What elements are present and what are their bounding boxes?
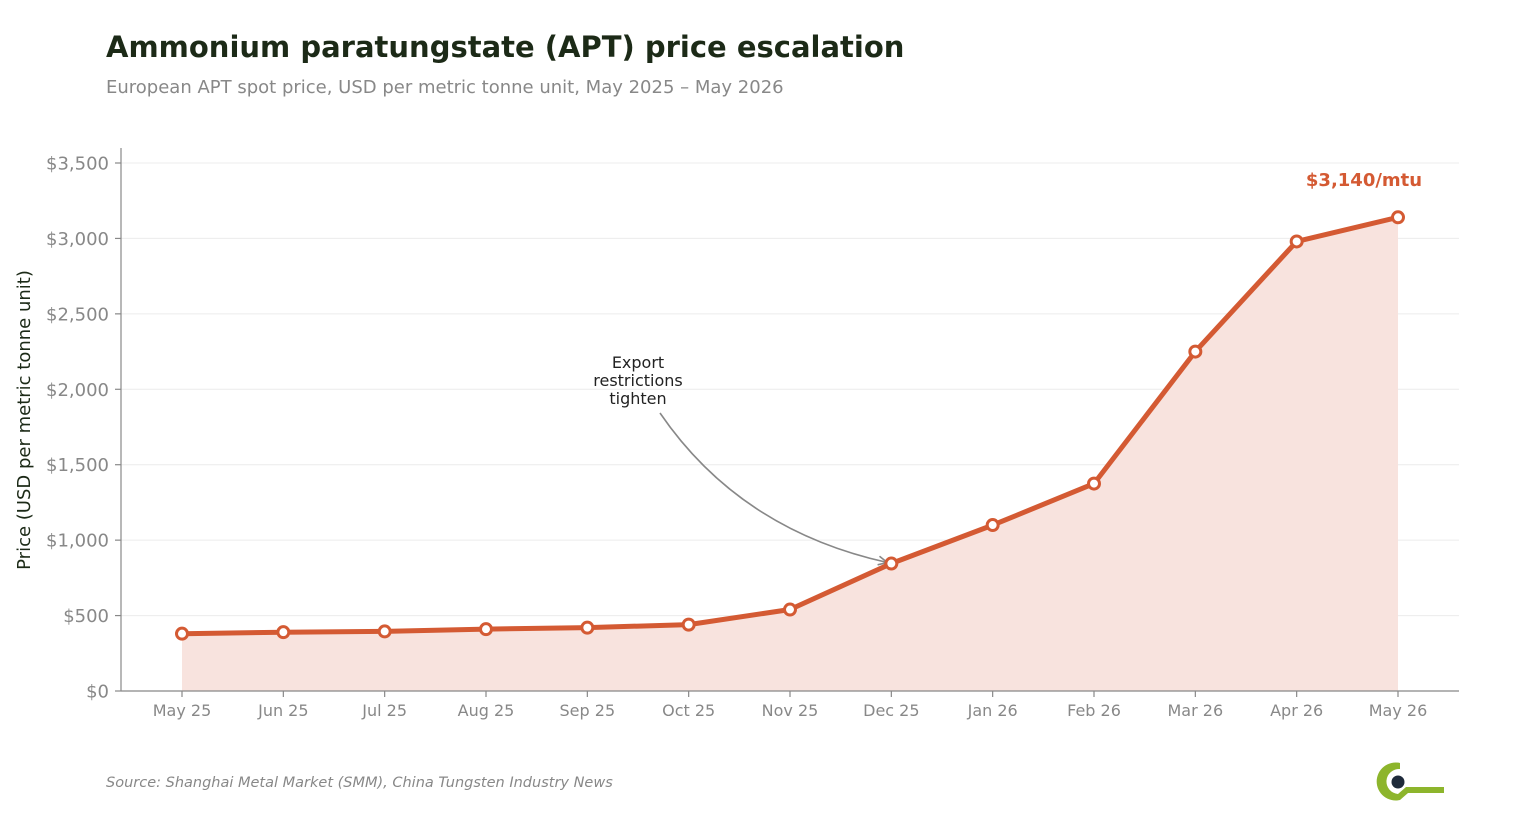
x-tick-label: May 25 xyxy=(153,701,212,720)
y-tick-label: $2,500 xyxy=(46,304,109,325)
price-chart: $0 $500 $1,000 $1,500 $2,000 $2,500 $3,000 $3,5… xyxy=(14,148,1459,720)
y-axis-ticks: $0 $500 $1,000 $1,500 $2,000 $2,500 $3,000 $3,5… xyxy=(46,154,121,703)
annotation-text-line: tighten xyxy=(609,389,666,408)
annotation-text-line: restrictions xyxy=(593,371,682,390)
end-value-label: $3,140/mtu xyxy=(1306,170,1422,191)
data-point xyxy=(1188,344,1203,359)
y-tick-label: $1,500 xyxy=(46,455,109,476)
x-tick-label: Nov 25 xyxy=(762,701,819,720)
y-tick-label: $0 xyxy=(86,682,109,703)
data-point xyxy=(884,556,899,571)
x-tick-label: Sep 25 xyxy=(560,701,616,720)
x-tick-label: Oct 25 xyxy=(662,701,715,720)
source-note: Source: Shanghai Metal Market (SMM), Chi… xyxy=(106,775,613,791)
data-point xyxy=(580,620,595,635)
data-point xyxy=(783,602,797,617)
data-point xyxy=(276,625,291,640)
y-tick-label: $3,500 xyxy=(46,154,109,175)
brand-logo-icon xyxy=(1376,762,1444,801)
data-point xyxy=(1391,210,1405,225)
x-tick-label: Feb 26 xyxy=(1067,701,1121,720)
chart-title: Ammonium paratungstate (APT) price escal… xyxy=(106,30,905,64)
x-tick-label: Apr 26 xyxy=(1270,701,1323,720)
x-tick-label: Mar 26 xyxy=(1168,701,1224,720)
y-tick-label: $2,000 xyxy=(46,380,109,401)
data-point xyxy=(175,626,189,641)
data-point xyxy=(1087,476,1101,491)
y-tick-label: $500 xyxy=(63,606,109,627)
x-tick-label: Dec 25 xyxy=(863,701,919,720)
data-point xyxy=(479,622,493,637)
data-point xyxy=(1289,234,1304,249)
chart-subtitle: European APT spot price, USD per metric … xyxy=(106,77,784,98)
y-tick-label: $3,000 xyxy=(46,229,109,250)
y-tick-label: $1,000 xyxy=(46,531,109,552)
annotation-text-line: Export xyxy=(612,353,664,372)
annotation-arrow-line xyxy=(659,412,888,564)
x-tick-label: May 26 xyxy=(1369,701,1428,720)
x-tick-label: Aug 25 xyxy=(458,701,515,720)
data-point xyxy=(377,624,392,639)
data-point xyxy=(985,518,1000,533)
price-area-fill xyxy=(182,217,1398,692)
x-axis-ticks: May 25 Jun 25 Jul 25 Aug 25 Sep 25 Oct 25 Nov … xyxy=(153,691,1428,720)
x-tick-label: Jan 26 xyxy=(967,701,1018,720)
x-tick-label: Jul 25 xyxy=(361,701,407,720)
y-axis-title: Price (USD per metric tonne unit) xyxy=(14,270,35,570)
x-tick-label: Jun 25 xyxy=(257,701,308,720)
data-points xyxy=(175,210,1405,641)
data-point xyxy=(681,617,696,632)
